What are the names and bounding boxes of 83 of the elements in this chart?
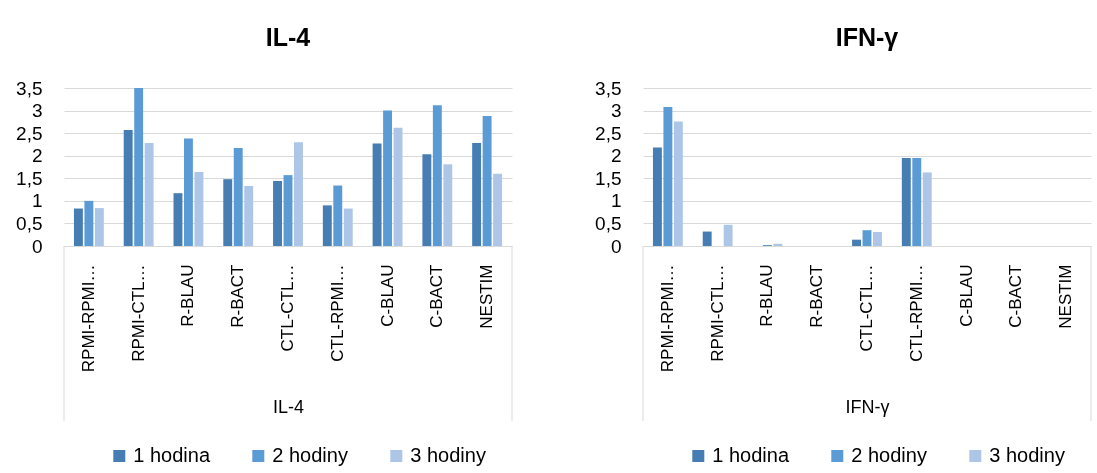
y-tick-label: 0,5 [595, 212, 622, 234]
x-axis-title: IL-4 [272, 397, 305, 418]
x-tick-label: NESTIM [1056, 264, 1076, 329]
legend-label: 1 hodina [712, 444, 790, 466]
bar [123, 129, 133, 246]
bar [322, 205, 332, 246]
bar [482, 115, 492, 246]
bar [912, 157, 922, 246]
bar [84, 200, 94, 246]
bar [223, 179, 233, 246]
y-tick-label: 2,5 [16, 122, 43, 144]
bar [294, 142, 303, 246]
bar [663, 106, 673, 246]
bar [652, 147, 662, 246]
x-tick-label: CTL-RPMI… [327, 264, 347, 362]
x-tick-label: C-BLAU [377, 264, 397, 327]
x-tick-label: R-BLAU [178, 264, 198, 327]
chart-title: IFN-γ [835, 23, 899, 51]
bar [493, 173, 503, 246]
bar [283, 175, 293, 246]
bar [73, 208, 83, 246]
bar [443, 164, 453, 246]
x-tick-label: RPMI-CTL… [707, 264, 727, 362]
bar [472, 143, 482, 246]
bar [702, 231, 712, 246]
bar [194, 171, 204, 246]
y-tick-label: 3 [31, 100, 43, 122]
bar [422, 154, 432, 246]
bar [134, 88, 144, 246]
y-tick-label: 3,5 [595, 77, 622, 99]
legend-label: 3 hodiny [410, 444, 486, 466]
x-tick-label: CTL-CTL… [278, 264, 297, 352]
bar [873, 232, 882, 246]
bar [173, 193, 183, 246]
bar [183, 138, 193, 246]
x-tick-label: CTL-RPMI… [906, 264, 926, 362]
y-tick-label: 2 [31, 145, 43, 167]
x-tick-label: RPMI-RPMI… [657, 264, 677, 373]
x-tick-label: R-BACT [807, 264, 827, 328]
x-tick-label: C-BACT [427, 264, 447, 328]
y-tick-label: 2 [610, 145, 622, 167]
x-tick-label: R-BACT [228, 264, 248, 328]
bar [343, 208, 353, 246]
legend-label: 3 hodiny [989, 444, 1065, 466]
legend-label: 2 hodiny [851, 444, 927, 466]
bar [94, 208, 104, 246]
legend-label: 1 hodina [133, 444, 211, 466]
y-tick-label: 2,5 [595, 122, 622, 144]
x-tick-label: CTL-CTL… [857, 264, 876, 352]
bar [723, 224, 733, 246]
y-tick-label: 3,5 [16, 77, 43, 99]
bar [244, 185, 254, 246]
bar [233, 148, 243, 246]
x-tick-label: C-BACT [1006, 264, 1026, 328]
chart-title: IL-4 [265, 23, 311, 51]
y-tick-label: 1 [31, 190, 43, 212]
bar [393, 127, 403, 246]
bar [773, 243, 783, 246]
bar [273, 180, 282, 246]
y-tick-label: 1,5 [595, 167, 622, 189]
y-tick-label: 0 [610, 235, 622, 257]
legend-label: 2 hodiny [272, 444, 348, 466]
y-tick-label: 3 [610, 100, 622, 122]
bar [372, 143, 382, 246]
bar [432, 105, 442, 246]
bar [673, 121, 683, 246]
x-tick-label: C-BLAU [956, 264, 976, 327]
y-tick-label: 0,5 [16, 212, 43, 234]
bar [852, 239, 861, 246]
bar [862, 230, 872, 246]
bar [144, 143, 154, 246]
x-tick-label: RPMI-CTL… [128, 264, 148, 362]
x-tick-label: NESTIM [477, 264, 497, 329]
bar [922, 172, 932, 246]
y-tick-label: 1,5 [16, 167, 43, 189]
x-tick-label: R-BLAU [757, 264, 777, 327]
y-tick-label: 0 [31, 235, 43, 257]
bar [901, 157, 911, 246]
bar [333, 185, 343, 246]
y-tick-label: 1 [610, 190, 622, 212]
x-tick-label: RPMI-RPMI… [78, 264, 98, 373]
x-axis-title: IFN-γ [845, 397, 890, 418]
bar [383, 110, 393, 246]
